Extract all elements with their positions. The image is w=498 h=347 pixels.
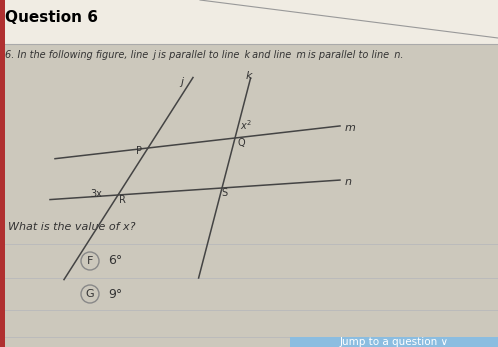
Text: 6°: 6° [108, 254, 122, 268]
Text: $x^2$: $x^2$ [240, 118, 252, 132]
Text: What is the value of x?: What is the value of x? [8, 222, 135, 232]
Text: P: P [136, 146, 142, 156]
Text: 9°: 9° [108, 288, 122, 301]
Text: 3x: 3x [90, 189, 102, 199]
Text: Jump to a question ∨: Jump to a question ∨ [340, 337, 449, 347]
Text: F: F [87, 256, 93, 266]
Text: G: G [86, 289, 94, 299]
FancyBboxPatch shape [0, 0, 498, 45]
Text: R: R [119, 195, 126, 205]
FancyBboxPatch shape [290, 337, 498, 347]
Text: 6. In the following figure, line  j is parallel to line  k and line  m is parall: 6. In the following figure, line j is pa… [5, 50, 403, 60]
Text: k: k [246, 71, 252, 81]
Text: Q: Q [237, 138, 245, 148]
Text: j: j [180, 77, 184, 87]
Text: S: S [221, 188, 227, 198]
Text: Question 6: Question 6 [5, 10, 98, 25]
Text: m: m [345, 123, 356, 133]
FancyBboxPatch shape [0, 0, 5, 347]
Text: n: n [345, 177, 352, 187]
